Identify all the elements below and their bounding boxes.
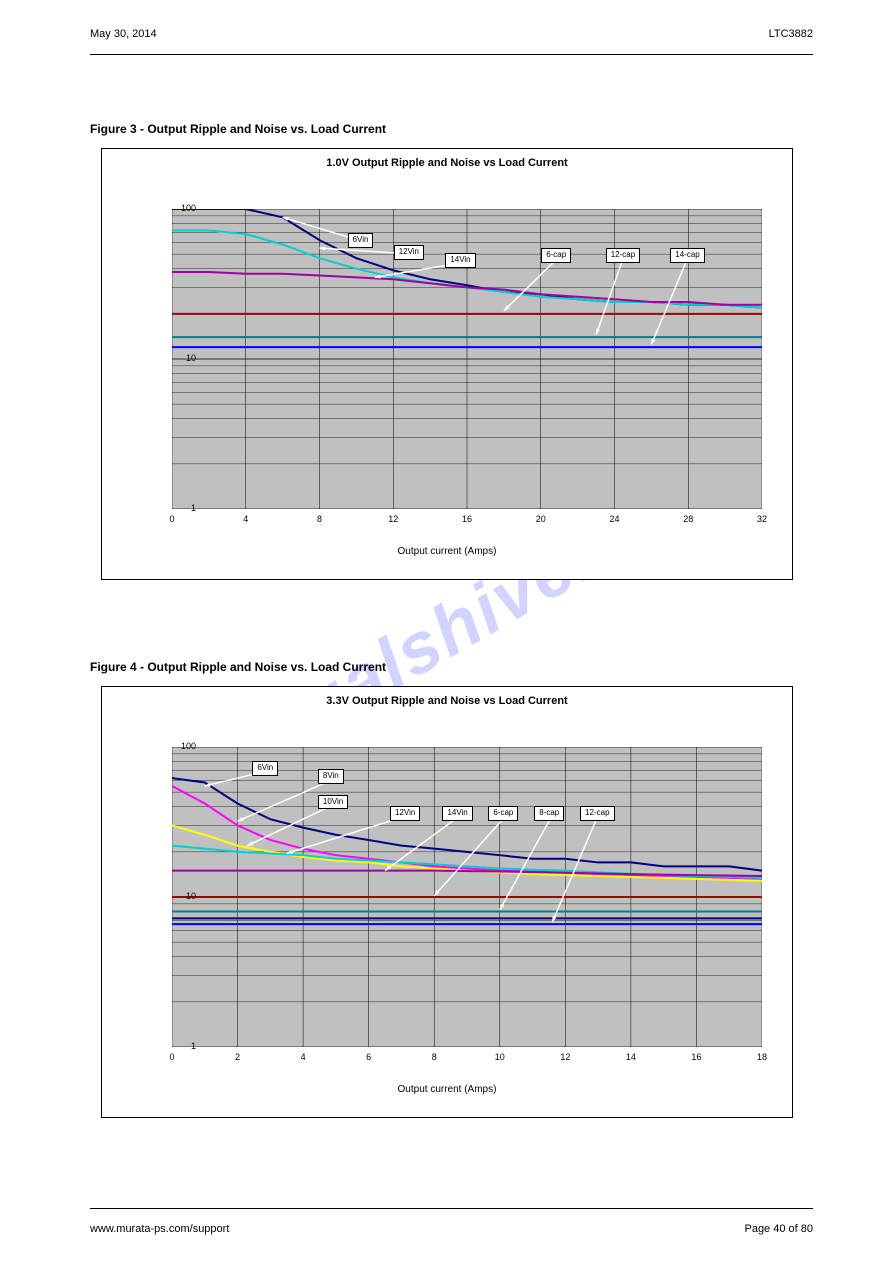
- xtick: 12: [373, 514, 413, 524]
- ytick: 100: [156, 203, 196, 213]
- page: May 30, 2014 LTC3882 manualshive.com Fig…: [0, 0, 893, 1263]
- chart1-box: 1.0V Output Ripple and Noise vs Load Cur…: [101, 148, 793, 580]
- page-footer: www.murata-ps.com/support Page 40 of 80: [90, 1223, 813, 1235]
- figure1-title: Figure 3 - Output Ripple and Noise vs. L…: [90, 122, 386, 136]
- page-header: May 30, 2014 LTC3882: [90, 28, 813, 40]
- ytick: 1: [156, 503, 196, 513]
- callout-label: 8Vin: [318, 769, 344, 784]
- chart1-xlabel: Output current (Amps): [102, 546, 792, 557]
- chart1-title: 1.0V Output Ripple and Noise vs Load Cur…: [102, 157, 792, 169]
- callout-label: 12Vin: [394, 245, 424, 260]
- xtick: 8: [414, 1052, 454, 1062]
- footer-right: Page 40 of 80: [744, 1223, 813, 1235]
- xtick: 10: [480, 1052, 520, 1062]
- callout-label: 8-cap: [534, 806, 564, 821]
- xtick: 2: [218, 1052, 258, 1062]
- xtick: 0: [152, 514, 192, 524]
- header-right: LTC3882: [769, 28, 813, 40]
- chart2-svg: [172, 747, 762, 1047]
- footer-left: www.murata-ps.com/support: [90, 1223, 229, 1235]
- xtick: 28: [668, 514, 708, 524]
- xtick: 8: [300, 514, 340, 524]
- xtick: 6: [349, 1052, 389, 1062]
- rule-bottom: [90, 1208, 813, 1209]
- ytick: 10: [156, 891, 196, 901]
- ytick: 100: [156, 741, 196, 751]
- chart2-xlabel: Output current (Amps): [102, 1084, 792, 1095]
- xtick: 18: [742, 1052, 782, 1062]
- chart2-title: 3.3V Output Ripple and Noise vs Load Cur…: [102, 695, 792, 707]
- chart2-plot: [172, 747, 762, 1047]
- ytick: 1: [156, 1041, 196, 1051]
- figure2-title: Figure 4 - Output Ripple and Noise vs. L…: [90, 660, 386, 674]
- xtick: 24: [595, 514, 635, 524]
- callout-label: 6-cap: [488, 806, 518, 821]
- callout-label: 12-cap: [606, 248, 640, 263]
- xtick: 12: [545, 1052, 585, 1062]
- callout-label: 6-cap: [541, 248, 571, 263]
- ytick: 10: [156, 353, 196, 363]
- xtick: 4: [226, 514, 266, 524]
- callout-label: 10Vin: [318, 795, 348, 810]
- xtick: 4: [283, 1052, 323, 1062]
- xtick: 0: [152, 1052, 192, 1062]
- xtick: 16: [676, 1052, 716, 1062]
- rule-top: [90, 54, 813, 55]
- xtick: 32: [742, 514, 782, 524]
- callout-label: 14Vin: [442, 806, 472, 821]
- callout-label: 6Vin: [348, 233, 374, 248]
- xtick: 14: [611, 1052, 651, 1062]
- xtick: 20: [521, 514, 561, 524]
- callout-label: 14Vin: [445, 253, 475, 268]
- callout-label: 14-cap: [670, 248, 704, 263]
- chart2-box: 3.3V Output Ripple and Noise vs Load Cur…: [101, 686, 793, 1118]
- header-left: May 30, 2014: [90, 28, 157, 40]
- xtick: 16: [447, 514, 487, 524]
- callout-label: 12-cap: [580, 806, 614, 821]
- callout-label: 12Vin: [390, 806, 420, 821]
- callout-label: 6Vin: [252, 761, 278, 776]
